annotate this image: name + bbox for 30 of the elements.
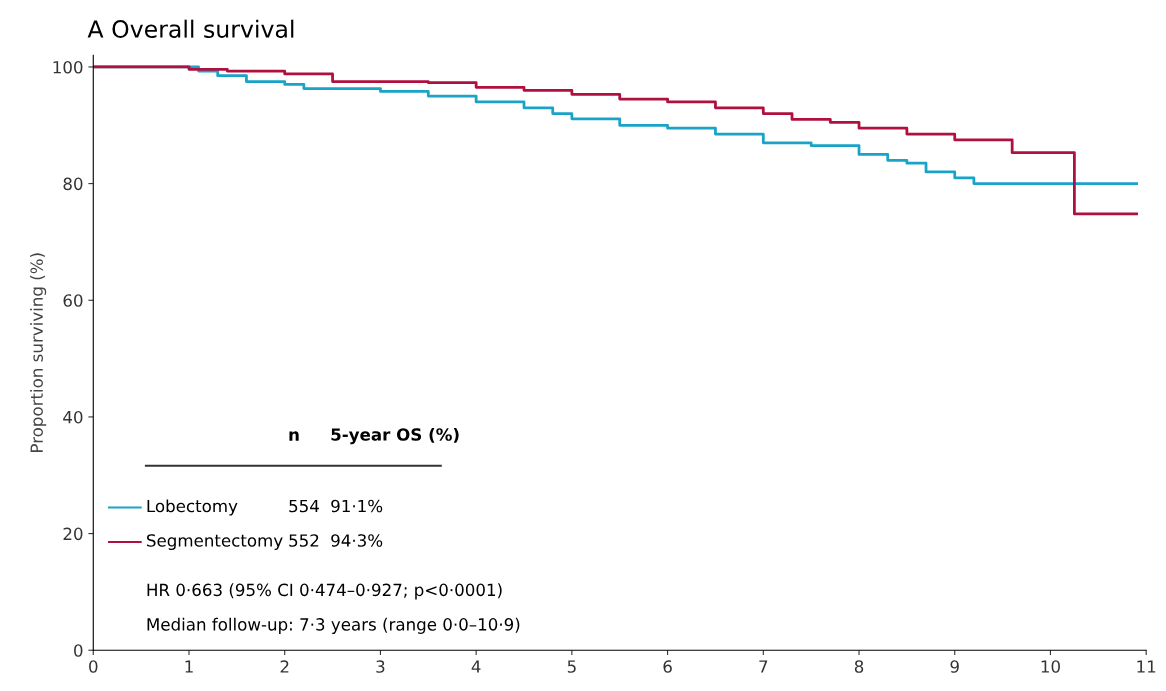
x-tick-label: 11 [1137,660,1156,673]
x-tick-label: 9 [950,660,959,673]
y-tick-label: 0 [74,644,83,657]
x-tick-label: 6 [663,660,672,673]
annotation: HR 0·663 (95% CI 0·474–0·927; p<0·0001) [147,583,502,600]
legend-label: Lobectomy [147,499,238,516]
y-tick-label: 40 [63,410,83,424]
x-tick-label: 7 [759,660,768,673]
x-tick-label: 1 [185,660,193,673]
x-tick-label: 10 [1041,660,1060,673]
y-tick-label: 20 [63,527,83,541]
annotation: 552 [289,534,319,547]
y-axis-title: Proportion surviving (%) [30,253,47,452]
x-tick-label: 3 [376,660,385,673]
x-tick-label: 2 [280,660,289,673]
x-tick-label: 0 [89,660,98,673]
legend-label: Segmentectomy [147,534,283,551]
x-tick-label: 8 [854,660,864,673]
annotation: 94·3% [331,534,383,547]
annotation: Median follow-up: 7·3 years (range 0·0–10·9) [147,617,520,634]
annotation: n [289,431,299,441]
x-tick-label: 5 [567,660,576,673]
chart-title: A Overall survival [87,19,294,38]
x-tick-label: 4 [471,660,481,673]
y-tick-label: 80 [63,177,83,191]
y-tick-label: 100 [53,60,83,74]
y-tick-label: 60 [63,294,83,307]
annotation: 554 [289,499,319,513]
annotation: 5-year OS (%) [331,427,459,445]
annotation: 91·1% [331,499,383,513]
